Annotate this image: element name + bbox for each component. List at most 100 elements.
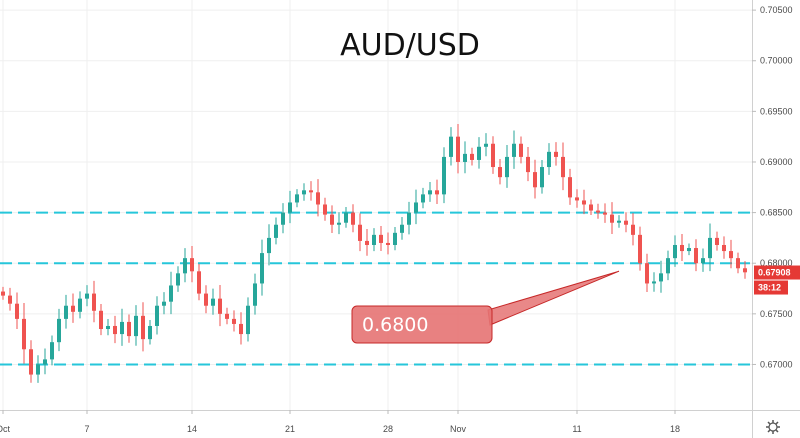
candle-body — [113, 325, 117, 335]
price-callout: 0.6800 — [351, 270, 620, 344]
candle — [540, 159, 544, 194]
callout-box — [351, 305, 493, 344]
candle-body — [652, 281, 656, 284]
candle-body — [561, 156, 565, 178]
candle-body — [456, 136, 460, 162]
candle — [428, 182, 432, 202]
candle — [708, 223, 712, 272]
candle-body — [449, 136, 453, 157]
candle-body — [568, 177, 572, 198]
candle — [666, 250, 670, 281]
candle — [260, 239, 264, 296]
x-tick-label: 11 — [572, 424, 581, 434]
candle — [302, 183, 306, 201]
candle — [386, 232, 390, 255]
candle — [337, 212, 341, 235]
candle — [43, 348, 47, 375]
candle-body — [358, 224, 362, 241]
candle — [288, 190, 292, 224]
candle — [722, 236, 726, 259]
candle-body — [176, 273, 180, 286]
callout-pointer — [487, 270, 620, 326]
countdown-label: 38:12 — [758, 283, 781, 293]
candle — [736, 252, 740, 274]
candle-body — [309, 190, 313, 193]
candle-body — [603, 212, 607, 215]
candle-body — [281, 212, 285, 225]
candle-body — [302, 190, 306, 195]
candle — [526, 146, 530, 182]
candle-body — [344, 212, 348, 223]
candle — [491, 136, 495, 174]
candle-body — [715, 237, 719, 245]
candle — [78, 291, 82, 319]
candle-body — [225, 313, 229, 319]
candle — [134, 305, 138, 346]
candles — [1, 123, 747, 383]
candle — [652, 272, 656, 292]
candle — [351, 204, 355, 233]
candle — [225, 307, 229, 325]
candle-body — [204, 293, 208, 306]
candle-body — [589, 204, 593, 211]
candle — [232, 310, 236, 332]
candle-body — [295, 194, 299, 203]
candle — [183, 248, 187, 283]
candle — [36, 355, 40, 383]
candle — [218, 285, 222, 327]
candle — [631, 213, 635, 246]
candle-body — [372, 234, 376, 245]
candle — [379, 225, 383, 251]
candle — [1, 286, 5, 300]
candle — [505, 144, 509, 188]
candle — [673, 235, 677, 267]
candle-body — [659, 273, 663, 282]
candle — [400, 217, 404, 240]
candle — [246, 297, 250, 342]
candle-body — [141, 315, 145, 340]
candle-body — [267, 237, 271, 254]
candle-body — [596, 210, 600, 213]
candle-body — [680, 244, 684, 252]
candle-body — [183, 258, 187, 274]
candle-body — [463, 153, 467, 162]
candle-body — [330, 214, 334, 225]
candle — [743, 261, 747, 279]
candle-body — [155, 305, 159, 326]
candle — [92, 280, 96, 323]
candle-body — [190, 258, 194, 272]
candle — [435, 179, 439, 205]
candle — [610, 202, 614, 235]
candle — [680, 233, 684, 261]
candle — [596, 203, 600, 219]
candle-body — [57, 318, 61, 343]
candle — [106, 319, 110, 336]
candle-body — [386, 242, 390, 245]
y-tick-label: 0.69000 — [760, 157, 793, 167]
x-tick-label: 21 — [285, 424, 295, 434]
candle — [561, 142, 565, 191]
candle-body — [64, 305, 68, 319]
candle — [701, 248, 705, 272]
settings-gear-icon[interactable] — [766, 420, 780, 434]
chart-title: AUD/USD — [340, 28, 480, 63]
candle-body — [470, 153, 474, 160]
candle — [484, 133, 488, 157]
candle-body — [393, 232, 397, 245]
candle — [281, 203, 285, 234]
candle-body — [421, 194, 425, 203]
candle — [169, 271, 173, 315]
candle-body — [85, 293, 89, 299]
candle — [120, 308, 124, 346]
candle-body — [694, 248, 698, 264]
y-tick-label: 0.68500 — [760, 208, 793, 218]
candle-body — [666, 258, 670, 274]
candle-body — [582, 200, 586, 205]
candle — [176, 266, 180, 292]
x-tick-label: 28 — [383, 424, 393, 434]
y-tick-label: 0.68000 — [760, 258, 793, 268]
candle-body — [673, 244, 677, 259]
candle — [57, 308, 61, 352]
candle — [239, 312, 243, 345]
candle — [687, 243, 691, 256]
